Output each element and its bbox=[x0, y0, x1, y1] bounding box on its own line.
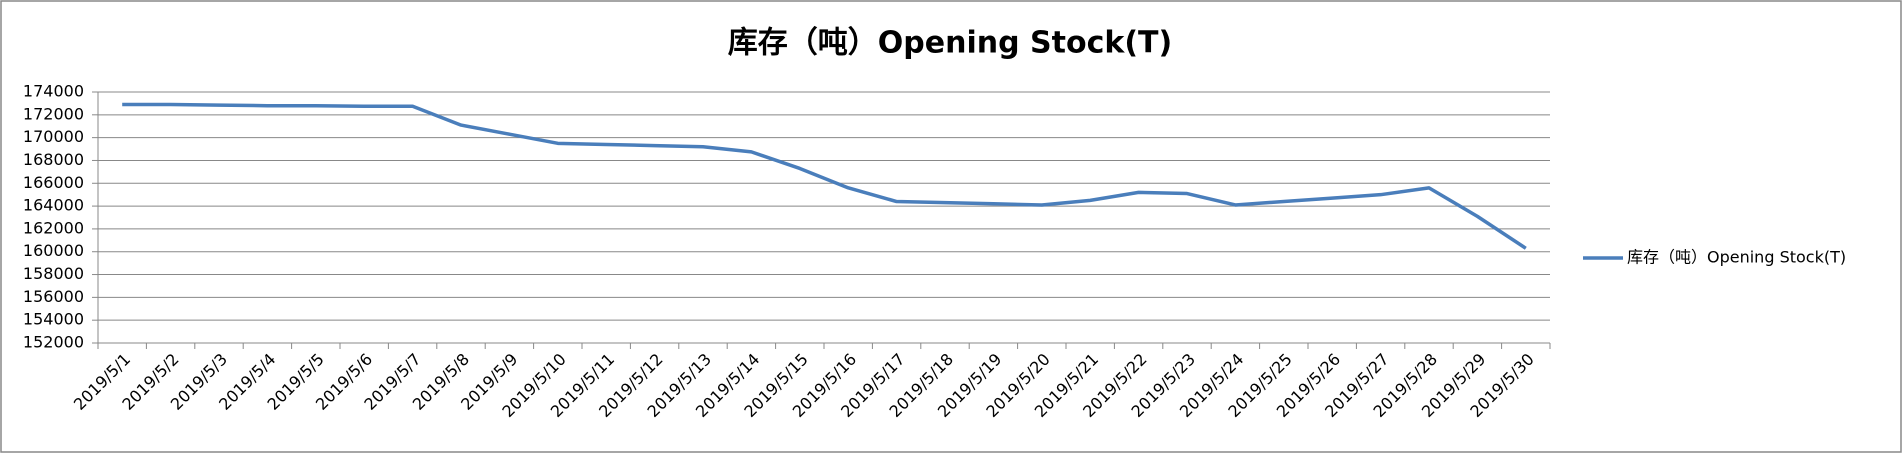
y-tick-label: 168000 bbox=[23, 150, 84, 169]
y-tick-label: 162000 bbox=[23, 218, 84, 237]
y-tick-label: 160000 bbox=[23, 241, 84, 260]
y-tick-label: 164000 bbox=[23, 196, 84, 215]
y-tick-label: 172000 bbox=[23, 104, 84, 123]
series-line bbox=[122, 102, 1527, 250]
y-tick-label: 170000 bbox=[23, 127, 84, 146]
y-tick-label: 166000 bbox=[23, 173, 84, 192]
y-tick-label: 154000 bbox=[23, 310, 84, 329]
legend-label: 库存（吨）Opening Stock(T) bbox=[1627, 248, 1846, 267]
y-tick-label: 152000 bbox=[23, 333, 84, 352]
y-tick-label: 156000 bbox=[23, 287, 84, 306]
y-tick-label: 174000 bbox=[23, 82, 84, 101]
chart-title: 库存（吨）Opening Stock(T) bbox=[728, 26, 1172, 61]
y-tick-label: 158000 bbox=[23, 264, 84, 283]
